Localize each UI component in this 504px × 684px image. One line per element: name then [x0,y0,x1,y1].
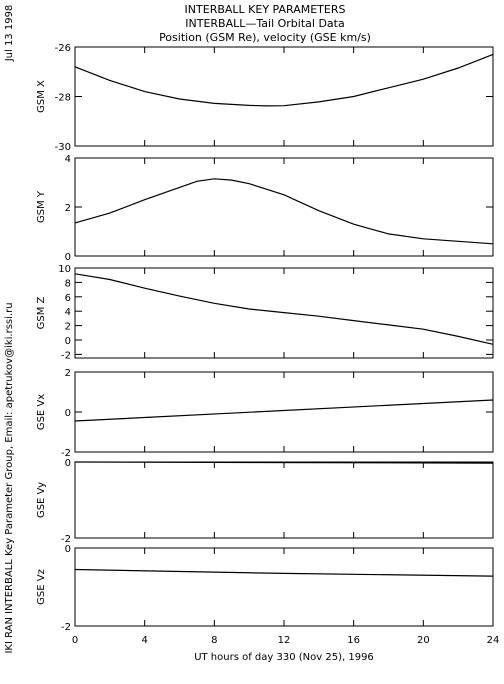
y-tick-label: 2 [65,322,71,333]
y-tick-label: -2 [61,622,71,633]
y-tick-label: -2 [61,350,71,361]
y-tick-label: -2 [61,448,71,459]
title-line-1: INTERBALL KEY PARAMETERS [185,3,346,16]
y-tick-label: 0 [65,408,71,419]
y-tick-label: 0 [65,544,71,555]
y-tick-label: -2 [61,534,71,545]
y-tick-label: 0 [65,252,71,263]
y-tick-label: 4 [65,154,71,165]
panel-frame [74,371,494,453]
series-line [74,399,494,422]
y-tick-label: 0 [65,458,71,469]
x-tick-label: 24 [487,635,500,646]
y-tick-label: -28 [55,93,71,104]
x-tick-label: 20 [417,635,430,646]
y-tick-label: 2 [65,368,71,379]
y-axis-label: GSM Y [36,190,47,223]
x-tick-label: 12 [278,635,291,646]
panel-frame [74,157,494,257]
y-tick-label: -26 [55,43,71,54]
y-axis-label: GSE Vx [36,394,47,430]
y-axis-label: GSM Z [36,296,47,329]
y-tick-label: -30 [55,142,71,153]
series-line [74,53,494,107]
title-line-3: Position (GSM Re), velocity (GSE km/s) [159,31,371,44]
x-tick-label: 4 [141,635,147,646]
series-line [74,568,494,577]
y-tick-label: 8 [65,278,71,289]
y-tick-label: 0 [65,336,71,347]
y-tick-label: 2 [65,203,71,214]
x-tick-label: 0 [72,635,78,646]
series-line [74,178,494,245]
date-label: Jul 13 1998 [4,5,15,63]
credit-text: IKI RAN INTERBALL Key Parameter Group, E… [4,302,15,653]
x-axis-label: UT hours of day 330 (Nov 25), 1996 [194,652,374,663]
panel-frame [74,46,494,147]
panel-frame [74,547,494,627]
y-tick-label: 6 [65,293,71,304]
y-axis-label: GSM X [36,80,47,113]
title-line-2: INTERBALL—Tail Orbital Data [185,17,344,30]
x-tick-label: 16 [347,635,360,646]
y-tick-label: 4 [65,307,71,318]
panel-frame [74,461,494,539]
x-tick-label: 8 [211,635,217,646]
y-axis-label: GSE Vy [36,482,47,518]
y-axis-label: GSE Vz [36,569,47,605]
series-line [74,461,494,464]
y-tick-label: 10 [58,264,71,275]
series-line [74,273,494,345]
